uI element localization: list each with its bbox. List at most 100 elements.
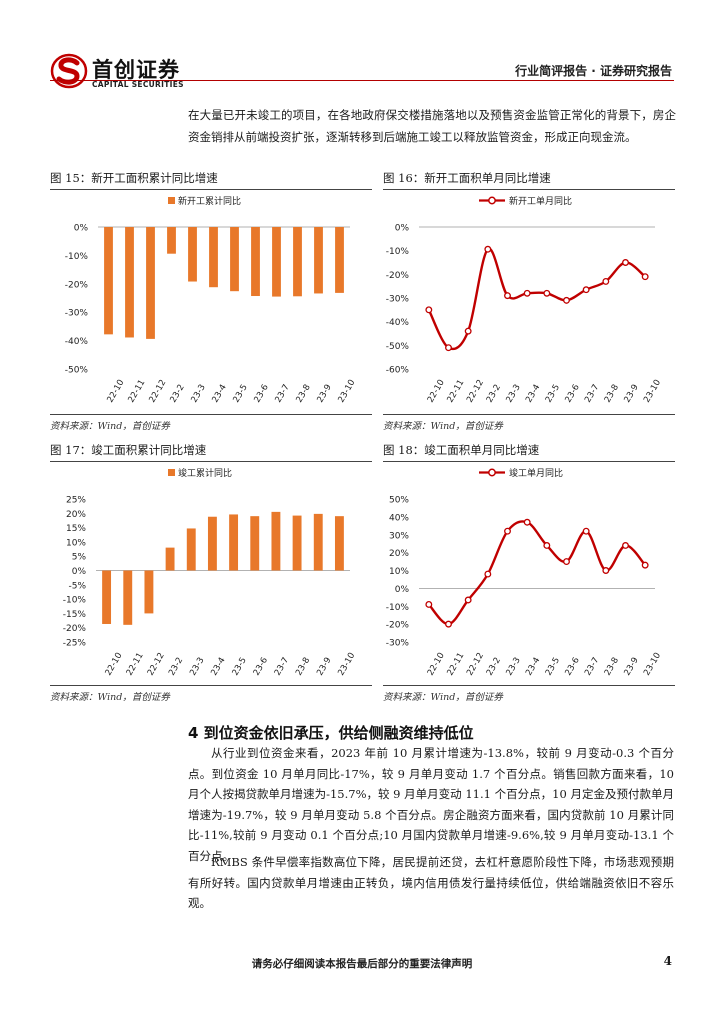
x-tick-label: 23-10 bbox=[336, 378, 357, 404]
legend-swatch bbox=[168, 197, 175, 204]
bar bbox=[144, 570, 154, 614]
y-tick-label: 50% bbox=[389, 496, 409, 506]
x-tick-label: 22-10 bbox=[104, 651, 125, 677]
y-tick-label: -20% bbox=[386, 621, 410, 631]
x-tick-label: 23-2 bbox=[168, 383, 186, 405]
bar bbox=[188, 227, 197, 282]
x-tick-label: 22-10 bbox=[426, 378, 447, 404]
bar bbox=[313, 513, 323, 571]
x-tick-label: 22-12 bbox=[465, 651, 486, 677]
figure-18-bottom-rule bbox=[383, 685, 675, 686]
data-point bbox=[543, 289, 551, 297]
bar bbox=[186, 528, 196, 571]
x-tick-label: 23-9 bbox=[315, 656, 333, 678]
y-tick-label: 15% bbox=[66, 524, 86, 534]
data-point bbox=[582, 527, 590, 535]
figure-15-source: 资料来源：Wind，首创证券 bbox=[50, 421, 170, 432]
data-point bbox=[484, 245, 492, 253]
x-tick-label: 23-2 bbox=[485, 383, 503, 405]
y-tick-label: 0% bbox=[74, 224, 89, 234]
bar bbox=[271, 511, 281, 571]
data-point bbox=[464, 327, 472, 335]
figure-17-source: 资料来源：Wind，首创证券 bbox=[50, 692, 170, 703]
bar bbox=[230, 227, 239, 292]
figure-18-source: 资料来源：Wind，首创证券 bbox=[383, 692, 503, 703]
y-tick-label: 20% bbox=[66, 510, 86, 520]
logo-chinese-name: 首创证券 bbox=[92, 58, 180, 82]
y-tick-label: -10% bbox=[386, 603, 410, 613]
x-tick-label: 23-3 bbox=[504, 656, 522, 678]
bar bbox=[335, 227, 344, 293]
x-tick-label: 23-8 bbox=[294, 656, 312, 678]
figure-15-caption: 图 15：新开工面积累计同比增速 bbox=[50, 171, 218, 185]
legend-marker bbox=[488, 196, 496, 205]
data-point bbox=[602, 277, 610, 285]
x-tick-label: 23-3 bbox=[189, 383, 207, 405]
x-tick-label: 23-8 bbox=[294, 383, 312, 405]
x-tick-label: 23-5 bbox=[231, 383, 249, 405]
series-line bbox=[427, 520, 647, 626]
figure-16-caption: 图 16：新开工面积单月同比增速 bbox=[383, 171, 551, 185]
x-tick-label: 23-4 bbox=[524, 656, 542, 678]
y-tick-label: 10% bbox=[66, 538, 86, 548]
y-tick-label: 25% bbox=[66, 496, 86, 506]
bar bbox=[251, 227, 260, 297]
y-tick-label: 30% bbox=[389, 531, 409, 541]
data-point bbox=[504, 292, 511, 300]
bar bbox=[123, 570, 133, 625]
data-point bbox=[523, 289, 531, 297]
x-tick-label: 23-3 bbox=[188, 656, 206, 678]
y-tick-label: -60% bbox=[386, 366, 410, 376]
intro-paragraph: 在大量已开未竣工的项目，在各地政府保交楼措施落地以及预售资金监管正常化的背景下，… bbox=[188, 108, 676, 144]
x-tick-label: 23-9 bbox=[622, 383, 640, 405]
x-tick-label: 23-4 bbox=[524, 383, 542, 405]
y-tick-label: 20% bbox=[389, 549, 409, 559]
figure-15-top-rule bbox=[50, 189, 372, 190]
bar bbox=[272, 227, 281, 297]
y-tick-label: -20% bbox=[65, 280, 89, 290]
y-tick-label: -50% bbox=[386, 342, 410, 352]
data-point bbox=[425, 306, 433, 314]
x-tick-label: 23-10 bbox=[336, 651, 357, 677]
x-tick-label: 22-11 bbox=[445, 651, 466, 677]
figure-17-bottom-rule bbox=[50, 685, 372, 686]
data-point bbox=[641, 273, 649, 281]
x-tick-label: 22-10 bbox=[426, 651, 447, 677]
y-tick-label: -10% bbox=[386, 247, 410, 257]
section-heading: 4 到位资金依旧承压，供给侧融资维持低位 bbox=[188, 724, 474, 742]
bar bbox=[165, 547, 175, 571]
x-tick-label: 23-7 bbox=[273, 656, 291, 678]
legend-label: 新开工累计同比 bbox=[178, 195, 241, 207]
x-tick-label: 23-10 bbox=[642, 378, 663, 404]
x-tick-label: 23-5 bbox=[544, 656, 562, 678]
y-tick-label: -50% bbox=[65, 366, 89, 376]
y-tick-label: -10% bbox=[65, 252, 89, 262]
bar bbox=[250, 516, 260, 571]
x-tick-label: 23-4 bbox=[209, 656, 227, 678]
body-paragraph-2: RMBS 条件早偿率指数高位下降，居民提前还贷，去杠杆意愿阶段性下降，市场悲观预… bbox=[188, 855, 674, 910]
data-point bbox=[445, 620, 452, 628]
y-tick-label: 10% bbox=[389, 567, 409, 577]
y-tick-label: 0% bbox=[395, 224, 410, 234]
x-tick-label: 22-11 bbox=[445, 378, 466, 404]
x-tick-label: 22-12 bbox=[147, 378, 168, 404]
y-tick-label: 0% bbox=[395, 585, 410, 595]
legend-label: 竣工累计同比 bbox=[178, 467, 232, 479]
data-point bbox=[425, 601, 433, 608]
bar bbox=[292, 515, 302, 571]
bar bbox=[102, 570, 112, 624]
bar bbox=[314, 227, 323, 294]
figure-17-caption: 图 17：竣工面积累计同比增速 bbox=[50, 443, 207, 457]
footer-disclaimer: 请务必仔细阅读本报告最后部分的重要法律声明 bbox=[251, 958, 473, 970]
legend-label: 竣工单月同比 bbox=[509, 467, 563, 479]
data-point bbox=[563, 558, 570, 566]
x-tick-label: 23-2 bbox=[167, 656, 185, 678]
x-tick-label: 23-7 bbox=[583, 656, 601, 678]
x-tick-label: 23-9 bbox=[315, 383, 333, 405]
y-tick-label: -20% bbox=[63, 624, 87, 634]
figure-18-caption: 图 18：竣工面积单月同比增速 bbox=[383, 443, 540, 457]
bar bbox=[167, 227, 176, 254]
x-tick-label: 23-7 bbox=[583, 383, 601, 405]
legend-marker bbox=[488, 468, 496, 477]
